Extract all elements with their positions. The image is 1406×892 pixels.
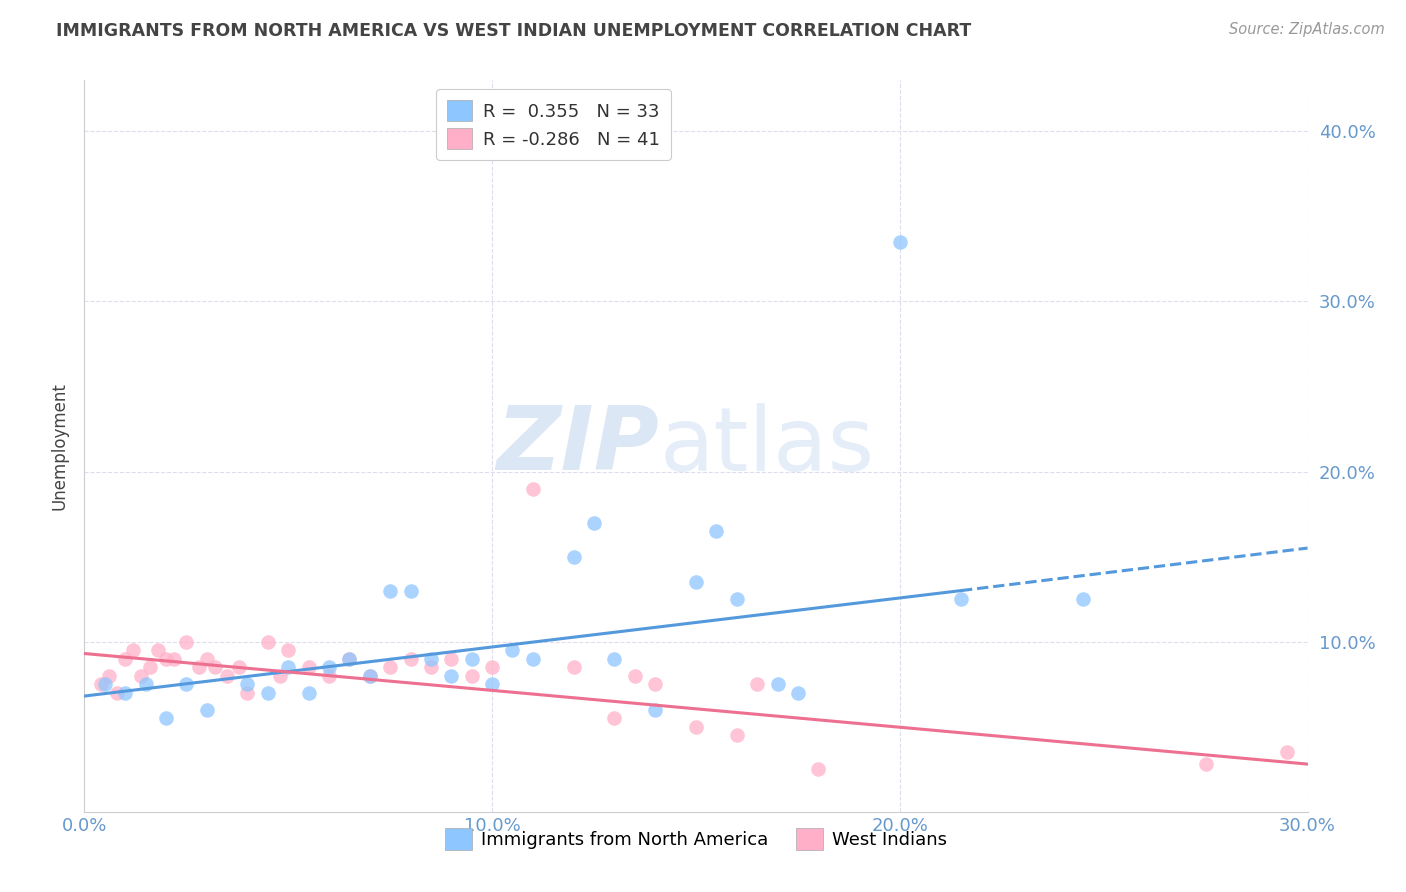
Point — [461, 668, 484, 682]
Point — [318, 668, 340, 682]
Point — [339, 651, 361, 665]
Point — [298, 660, 321, 674]
Point — [522, 482, 544, 496]
Point — [725, 728, 748, 742]
Point — [163, 651, 186, 665]
Point — [138, 660, 160, 674]
Point — [93, 677, 115, 691]
Point — [146, 643, 169, 657]
Point — [807, 762, 830, 776]
Point — [105, 686, 128, 700]
Point — [502, 643, 524, 657]
Point — [889, 235, 911, 249]
Legend: Immigrants from North America, West Indians: Immigrants from North America, West Indi… — [439, 821, 953, 857]
Point — [236, 686, 259, 700]
Point — [420, 651, 443, 665]
Y-axis label: Unemployment: Unemployment — [51, 382, 69, 510]
Point — [440, 668, 463, 682]
Point — [685, 575, 707, 590]
Point — [380, 583, 402, 598]
Point — [1195, 757, 1218, 772]
Point — [562, 549, 585, 564]
Point — [277, 643, 299, 657]
Point — [114, 651, 136, 665]
Point — [1073, 592, 1095, 607]
Point — [399, 583, 422, 598]
Point — [97, 668, 120, 682]
Point — [420, 660, 443, 674]
Point — [461, 651, 484, 665]
Point — [155, 651, 177, 665]
Text: IMMIGRANTS FROM NORTH AMERICA VS WEST INDIAN UNEMPLOYMENT CORRELATION CHART: IMMIGRANTS FROM NORTH AMERICA VS WEST IN… — [56, 22, 972, 40]
Point — [195, 651, 218, 665]
Point — [440, 651, 463, 665]
Point — [399, 651, 422, 665]
Point — [114, 686, 136, 700]
Point — [747, 677, 769, 691]
Point — [481, 660, 503, 674]
Point — [644, 703, 666, 717]
Point — [277, 660, 299, 674]
Point — [174, 634, 197, 648]
Point — [187, 660, 209, 674]
Point — [481, 677, 503, 691]
Point — [228, 660, 250, 674]
Point — [236, 677, 259, 691]
Point — [359, 668, 381, 682]
Point — [380, 660, 402, 674]
Point — [217, 668, 239, 682]
Point — [257, 634, 280, 648]
Point — [339, 651, 361, 665]
Point — [766, 677, 789, 691]
Point — [1277, 745, 1299, 759]
Point — [706, 524, 728, 538]
Point — [257, 686, 280, 700]
Point — [122, 643, 145, 657]
Point — [318, 660, 340, 674]
Point — [950, 592, 973, 607]
Point — [204, 660, 226, 674]
Text: ZIP: ZIP — [496, 402, 659, 490]
Point — [725, 592, 748, 607]
Point — [583, 516, 606, 530]
Point — [155, 711, 177, 725]
Point — [131, 668, 153, 682]
Point — [195, 703, 218, 717]
Point — [174, 677, 197, 691]
Point — [135, 677, 157, 691]
Point — [644, 677, 666, 691]
Point — [603, 651, 626, 665]
Point — [359, 668, 381, 682]
Point — [269, 668, 291, 682]
Text: Source: ZipAtlas.com: Source: ZipAtlas.com — [1229, 22, 1385, 37]
Point — [90, 677, 112, 691]
Point — [787, 686, 810, 700]
Point — [603, 711, 626, 725]
Point — [298, 686, 321, 700]
Point — [624, 668, 647, 682]
Point — [562, 660, 585, 674]
Text: atlas: atlas — [659, 402, 875, 490]
Point — [685, 720, 707, 734]
Point — [522, 651, 544, 665]
